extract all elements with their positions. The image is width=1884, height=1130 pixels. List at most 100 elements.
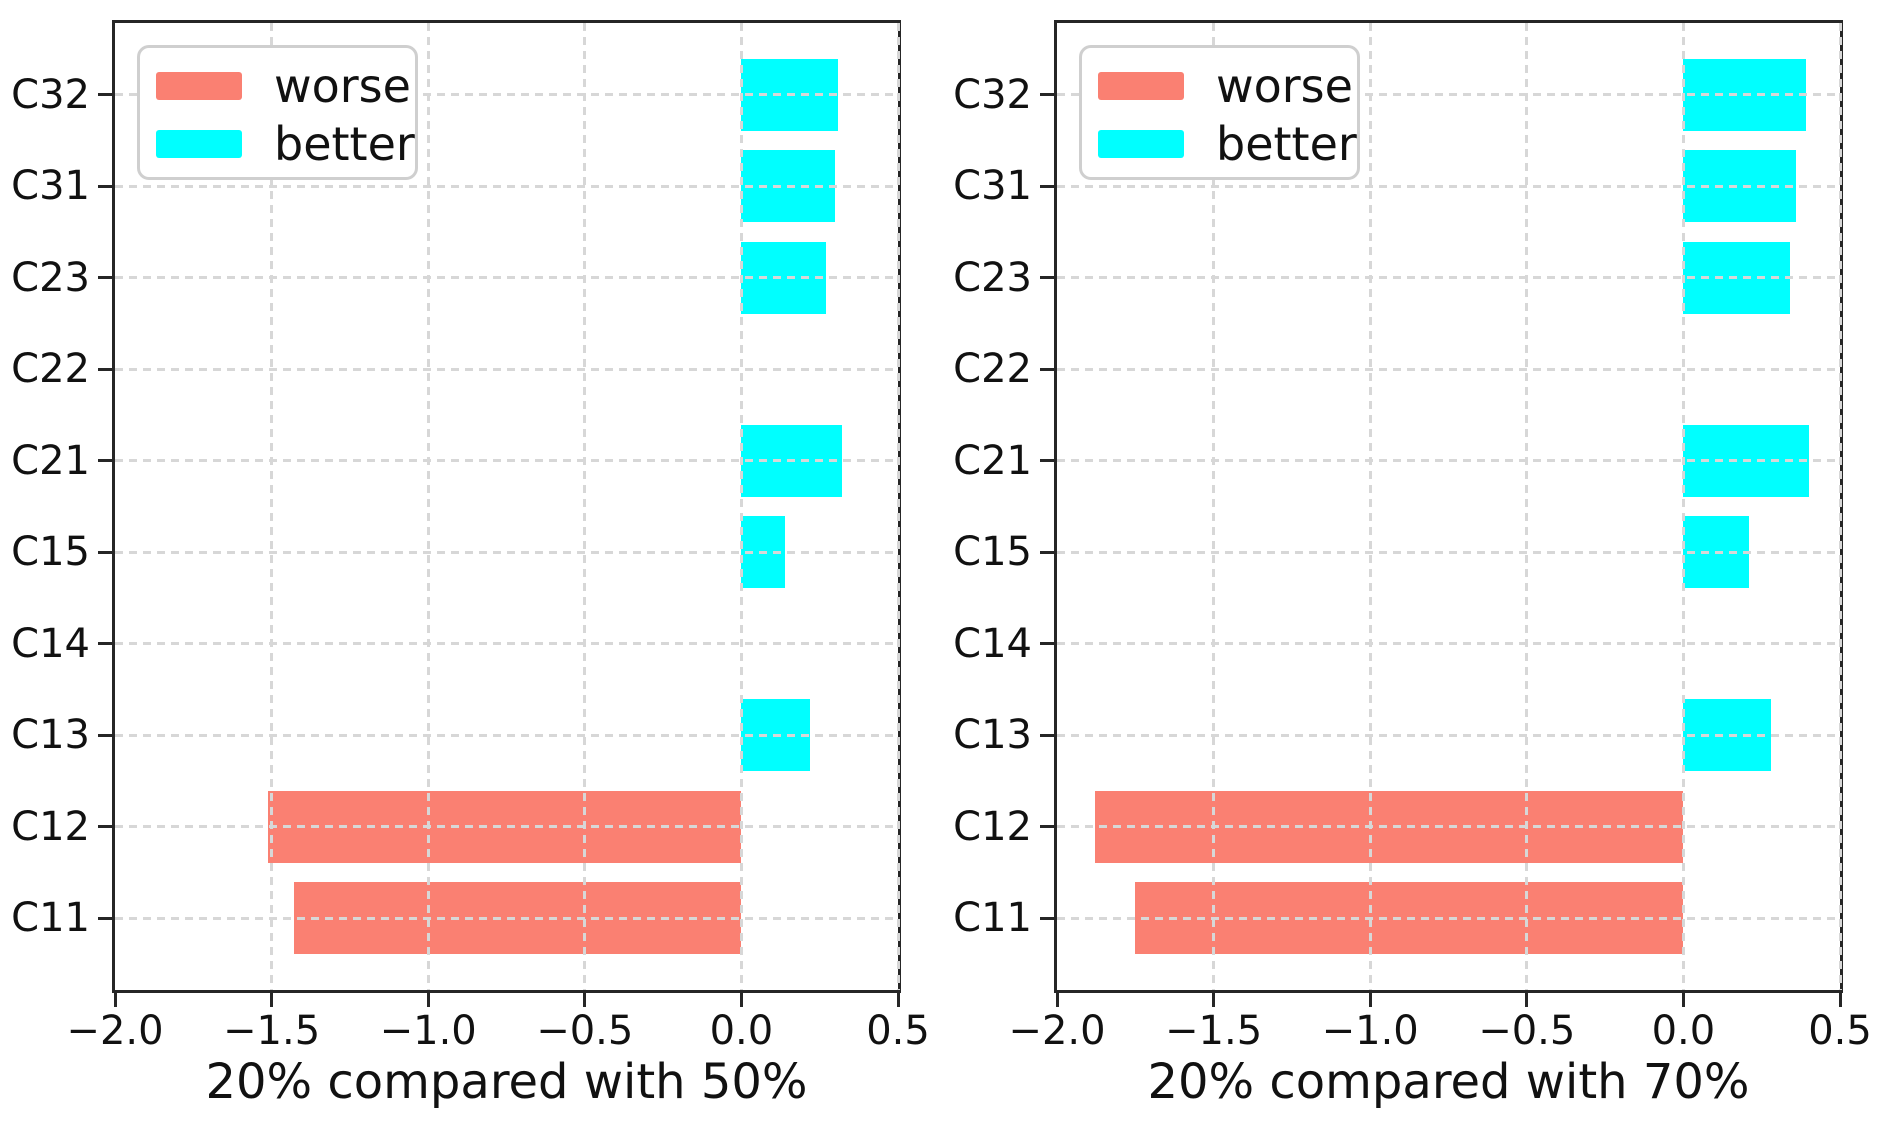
y-tick-label: C22 xyxy=(953,346,1032,393)
x-tick-label: −0.5 xyxy=(536,1008,634,1054)
legend-item: worse xyxy=(156,57,415,115)
x-tick-label: −0.5 xyxy=(1478,1008,1576,1054)
y-tick xyxy=(1040,733,1054,737)
legend: worse better xyxy=(1079,45,1360,180)
y-tick-label: C32 xyxy=(953,71,1032,118)
legend: worse better xyxy=(137,45,418,180)
x-tick xyxy=(739,993,743,1007)
y-tick-label: C14 xyxy=(11,620,90,667)
y-tick-label: C14 xyxy=(953,620,1032,667)
gridline-horizontal xyxy=(115,459,898,463)
gridline-horizontal xyxy=(115,642,898,646)
gridline-horizontal xyxy=(115,184,898,188)
legend-label: better xyxy=(274,117,415,171)
gridline-horizontal xyxy=(1057,93,1840,97)
y-tick xyxy=(98,184,112,188)
gridline-vertical xyxy=(270,23,274,990)
y-tick xyxy=(1040,93,1054,97)
y-tick-label: C12 xyxy=(11,803,90,850)
gridline-horizontal xyxy=(115,825,898,829)
gridline-vertical xyxy=(583,23,587,990)
gridline-vertical xyxy=(426,23,430,990)
x-tick-label: −1.0 xyxy=(379,1008,477,1054)
gridline-horizontal xyxy=(1057,459,1840,463)
legend-item: worse xyxy=(1098,57,1357,115)
chart-panel-left: worse better C11 C12 C13 C14 C15 C21 C22 C23 C31 C3… xyxy=(11,20,930,1110)
y-tick-label: C23 xyxy=(11,254,90,301)
gridline-horizontal xyxy=(115,916,898,920)
legend-label: worse xyxy=(274,59,411,113)
plot-area: worse better xyxy=(1054,20,1843,993)
y-tick xyxy=(1040,184,1054,188)
x-tick-label: 0.0 xyxy=(1651,1008,1716,1054)
x-tick-label: −2.0 xyxy=(66,1008,164,1054)
gridline-horizontal xyxy=(1057,276,1840,280)
gridline-vertical xyxy=(1838,23,1842,990)
y-tick-label: C12 xyxy=(953,803,1032,850)
gridline-vertical xyxy=(1525,23,1529,990)
x-tick-label: −1.5 xyxy=(223,1008,321,1054)
legend-item: better xyxy=(156,115,415,173)
y-tick xyxy=(98,550,112,554)
x-axis-label: 20% compared with 50% xyxy=(205,1054,808,1110)
y-tick-label: C21 xyxy=(953,437,1032,484)
plot-area: worse better xyxy=(112,20,901,993)
x-tick xyxy=(113,993,117,1007)
chart-panel-right: worse better C11 C12 C13 C14 C15 C21 C22 C23 C31 C3… xyxy=(942,0,1884,1130)
x-tick xyxy=(1055,993,1059,1007)
x-tick-label: 0.0 xyxy=(709,1008,774,1054)
gridline-horizontal xyxy=(115,733,898,737)
y-tick xyxy=(98,733,112,737)
y-tick xyxy=(98,93,112,97)
x-tick xyxy=(1838,993,1842,1007)
x-tick-label: −2.0 xyxy=(1008,1008,1106,1054)
x-tick xyxy=(1368,993,1372,1007)
x-tick xyxy=(896,993,900,1007)
gridline-horizontal xyxy=(1057,733,1840,737)
legend-label: better xyxy=(1216,117,1357,171)
x-tick xyxy=(583,993,587,1007)
y-tick-label: C31 xyxy=(953,163,1032,210)
y-tick-label: C32 xyxy=(11,71,90,118)
gridline-horizontal xyxy=(1057,642,1840,646)
legend-swatch-better xyxy=(156,130,242,158)
gridline-vertical xyxy=(1212,23,1216,990)
y-tick xyxy=(1040,550,1054,554)
y-tick-label: C13 xyxy=(953,712,1032,759)
gridline-horizontal xyxy=(1057,550,1840,554)
gridline-horizontal xyxy=(1057,916,1840,920)
gridline-vertical xyxy=(1368,23,1372,990)
y-tick xyxy=(98,276,112,280)
legend-swatch-worse xyxy=(1098,72,1184,100)
gridline-vertical xyxy=(1681,23,1685,990)
gridline-vertical xyxy=(896,23,900,990)
y-tick xyxy=(1040,276,1054,280)
y-tick-label: C15 xyxy=(953,529,1032,576)
x-tick xyxy=(426,993,430,1007)
gridline-horizontal xyxy=(115,276,898,280)
x-axis-label: 20% compared with 70% xyxy=(1147,1054,1750,1110)
legend-swatch-better xyxy=(1098,130,1184,158)
x-tick xyxy=(1212,993,1216,1007)
legend-label: worse xyxy=(1216,59,1353,113)
y-tick-label: C21 xyxy=(11,437,90,484)
x-tick-label: −1.5 xyxy=(1165,1008,1263,1054)
gridline-horizontal xyxy=(1057,825,1840,829)
y-tick xyxy=(98,642,112,646)
x-tick xyxy=(270,993,274,1007)
y-tick xyxy=(1040,367,1054,371)
gridline-horizontal xyxy=(115,93,898,97)
y-tick-label: C31 xyxy=(11,163,90,210)
x-tick xyxy=(1525,993,1529,1007)
y-tick xyxy=(98,825,112,829)
legend-item: better xyxy=(1098,115,1357,173)
y-tick-label: C23 xyxy=(953,254,1032,301)
y-tick-label: C22 xyxy=(11,346,90,393)
y-tick xyxy=(98,459,112,463)
gridline-vertical xyxy=(739,23,743,990)
y-tick xyxy=(1040,459,1054,463)
x-tick xyxy=(1681,993,1685,1007)
gridline-horizontal xyxy=(1057,184,1840,188)
gridline-horizontal xyxy=(115,367,898,371)
